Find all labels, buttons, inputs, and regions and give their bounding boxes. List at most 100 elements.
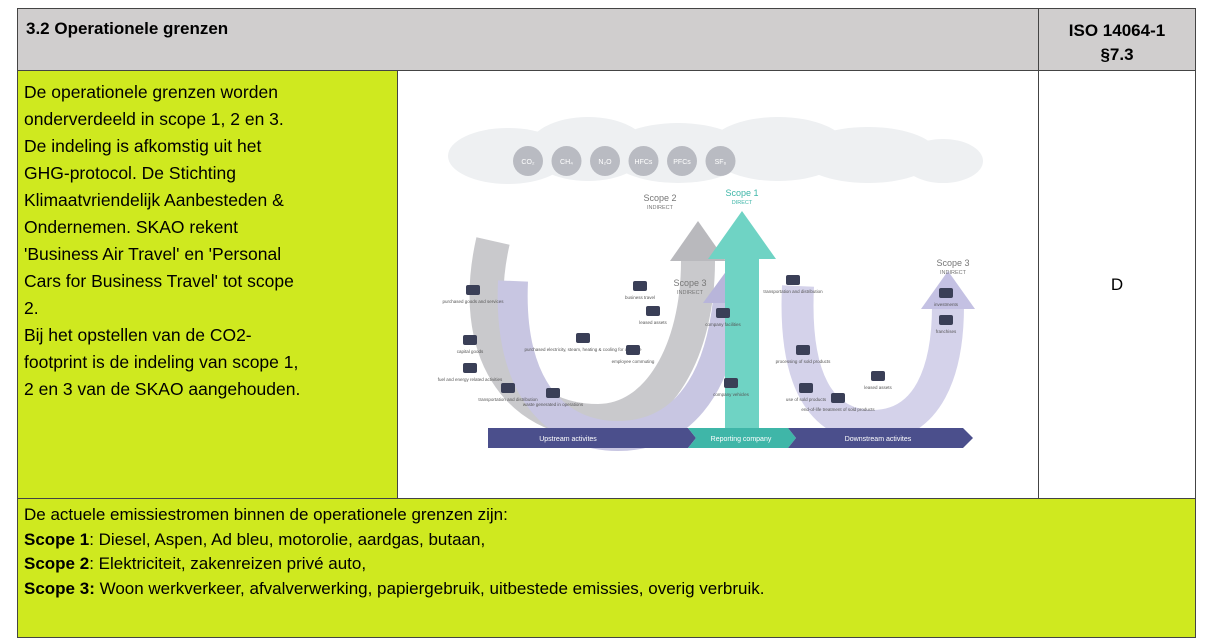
body-line: De operationele grenzen worden [24, 82, 278, 102]
gas-circle [705, 146, 736, 176]
scope-kind: INDIRECT [677, 290, 704, 296]
bar-reporting [688, 428, 796, 448]
footer-cell: De actuele emissiestromen binnen de oper… [17, 498, 1196, 638]
scope-name: Scope 3 [936, 258, 969, 268]
diagram-cell: CO₂ CH₄ N₂O HFCs PFCs SF₆ Upstream activites … [397, 70, 1039, 499]
item-icon [799, 383, 813, 393]
gas-label: PFCs [673, 159, 691, 166]
footer-scope-text: : Elektriciteit, zakenreizen privé auto, [89, 554, 367, 573]
scope2-arrowhead [670, 221, 726, 261]
reference: ISO 14064-1 [1068, 21, 1166, 40]
item-label: purchased electricity, steam, heating & … [525, 347, 642, 352]
scope-name: Scope 2 [643, 193, 676, 203]
gas-circle [667, 146, 697, 176]
item-label: employee commuting [612, 359, 655, 364]
item-icon [646, 306, 660, 316]
header-title-cell: 3.2 Operationele grenzen [17, 8, 1039, 71]
scope-kind: INDIRECT [647, 205, 674, 211]
item-label: investments [934, 302, 959, 307]
footer-scope-label: Scope 1 [24, 529, 90, 549]
bar-upstream [488, 428, 696, 448]
item-icon [831, 393, 845, 403]
body-text-cell: De operationele grenzen worden onderverde… [17, 70, 398, 499]
item-icon [626, 345, 640, 355]
gas-circle [551, 146, 582, 176]
item-label: purchased goods and services [442, 299, 504, 304]
grade: D [1110, 274, 1124, 294]
footer-scope-label: Scope 2 [24, 554, 90, 573]
item-icon [501, 383, 515, 393]
item-label: company facilities [705, 322, 741, 327]
item-icon [463, 363, 477, 373]
gas-circle [513, 146, 543, 176]
item-label: processing of sold products [776, 359, 832, 364]
bar-label: Downstream activites [845, 436, 912, 443]
footer-line: Scope 3: Woon werkverkeer, afvalverwerki… [24, 577, 1189, 602]
item-icon [633, 281, 647, 291]
bar-label: Upstream activites [539, 436, 597, 443]
header-title: 3.2 Operationele grenzen [26, 19, 229, 38]
item-label: company vehicles [713, 392, 750, 397]
footer-scope-text: : Diesel, Aspen, Ad bleu, motorolie, aar… [89, 529, 486, 549]
scope1-arrowhead [708, 211, 776, 259]
item-label: transportation and distribution [478, 397, 538, 402]
item-icon [939, 288, 953, 298]
item-label: leased assets [639, 320, 667, 325]
scope-kind: DIRECT [732, 200, 753, 206]
gas-label: CH₄ [560, 159, 573, 166]
body-line: 'Business Air Travel' en 'Personal [24, 244, 282, 264]
body-line: footprint is de indeling van scope 1, [24, 352, 299, 372]
item-label: capital goods [457, 349, 484, 354]
scope-name: Scope 1 [725, 188, 758, 198]
body-line: onderverdeeld in scope 1, 2 en 3. [24, 109, 284, 129]
scope3-down-arrow [781, 285, 964, 443]
item-icon [786, 275, 800, 285]
scope1-arrow [725, 256, 759, 441]
item-label: business travel [625, 295, 655, 300]
item-icon [466, 285, 480, 295]
gas-label: HFCs [635, 159, 653, 166]
body-line: Ondernemen. SKAO rekent [24, 217, 238, 237]
body-line: 2. [24, 298, 39, 318]
scope-kind: INDIRECT [940, 270, 967, 276]
item-icon [724, 378, 738, 388]
gas-circle [628, 146, 659, 176]
reference-cell: ISO 14064-1 §7.3 [1038, 8, 1196, 71]
body-line: Cars for Business Travel' tot scope [24, 271, 294, 291]
item-label: leased assets [864, 385, 892, 390]
item-icon [939, 315, 953, 325]
bar-downstream [788, 428, 973, 448]
footer-scope-text: Woon werkverkeer, afvalverwerking, papie… [94, 578, 765, 598]
bar-label: Reporting company [711, 436, 772, 443]
item-icon [576, 333, 590, 343]
body-line: GHG-protocol. De Stichting [24, 163, 237, 183]
gas-label: SF₆ [715, 159, 727, 166]
item-label: waste generated in operations [523, 402, 584, 407]
body-line: De indeling is afkomstig uit het [24, 136, 262, 156]
footer-intro: De actuele emissiestromen binnen de oper… [24, 505, 508, 524]
footer-line: Scope 2: Elektriciteit, zakenreizen priv… [24, 552, 1189, 577]
gas-label: CO₂ [521, 159, 535, 166]
reference: §7.3 [1100, 45, 1134, 64]
scope-name: Scope 3 [673, 278, 706, 288]
body-line: Klimaatvriendelijk Aanbesteden & [24, 190, 284, 210]
item-label: franchises [936, 329, 957, 334]
item-label: end-of-life treatment of sold products [801, 407, 875, 412]
item-icon [546, 388, 560, 398]
item-icon [871, 371, 885, 381]
item-label: transportation and distribution [763, 289, 823, 294]
item-label: use of sold products [786, 397, 827, 402]
item-icon [463, 335, 477, 345]
grade-cell: D [1038, 70, 1196, 499]
footer-line: Scope 1: Diesel, Aspen, Ad bleu, motorol… [24, 528, 1189, 553]
item-icon [716, 308, 730, 318]
item-icon [796, 345, 810, 355]
footer-scope-label: Scope 3: [24, 578, 95, 598]
diagram: CO₂ CH₄ N₂O HFCs PFCs SF₆ Upstream activites … [438, 117, 983, 452]
item-label: fuel and energy related activities [438, 377, 503, 382]
body-line: Bij het opstellen van de CO2- [24, 325, 252, 345]
gas-circle [590, 146, 620, 176]
gas-label: N₂O [598, 159, 612, 166]
body-line: 2 en 3 van de SKAO aangehouden. [24, 379, 301, 399]
